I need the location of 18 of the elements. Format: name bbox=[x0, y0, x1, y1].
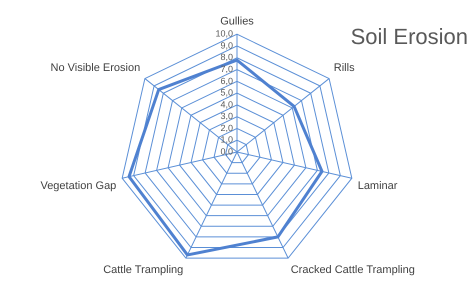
y-tick-label: 8,0 bbox=[220, 52, 233, 62]
chart-title: Soil Erosion bbox=[350, 24, 468, 50]
spoke-label: Cattle Trampling bbox=[103, 264, 184, 276]
y-tick-label: 5,0 bbox=[220, 88, 233, 98]
spoke-label: Gullies bbox=[220, 16, 254, 28]
y-tick-label: 6,0 bbox=[220, 76, 233, 86]
y-tick-label: 2,0 bbox=[220, 122, 233, 133]
y-tick-label: 4,0 bbox=[220, 99, 233, 110]
spoke-label: Laminar bbox=[358, 180, 398, 192]
y-tick-label: 3,0 bbox=[220, 111, 233, 122]
y-tick-label: 1,0 bbox=[220, 134, 233, 145]
spoke-label: No Visible Erosion bbox=[50, 62, 140, 74]
y-tick-label: 9,0 bbox=[220, 40, 233, 50]
y-tick-label: 7,0 bbox=[220, 64, 233, 74]
spoke-label: Rills bbox=[334, 62, 356, 74]
y-tick-label: 10,0 bbox=[215, 28, 233, 39]
spoke-label: Cracked Cattle Trampling bbox=[290, 264, 415, 276]
spoke-label: Vegetation Gap bbox=[40, 180, 116, 192]
